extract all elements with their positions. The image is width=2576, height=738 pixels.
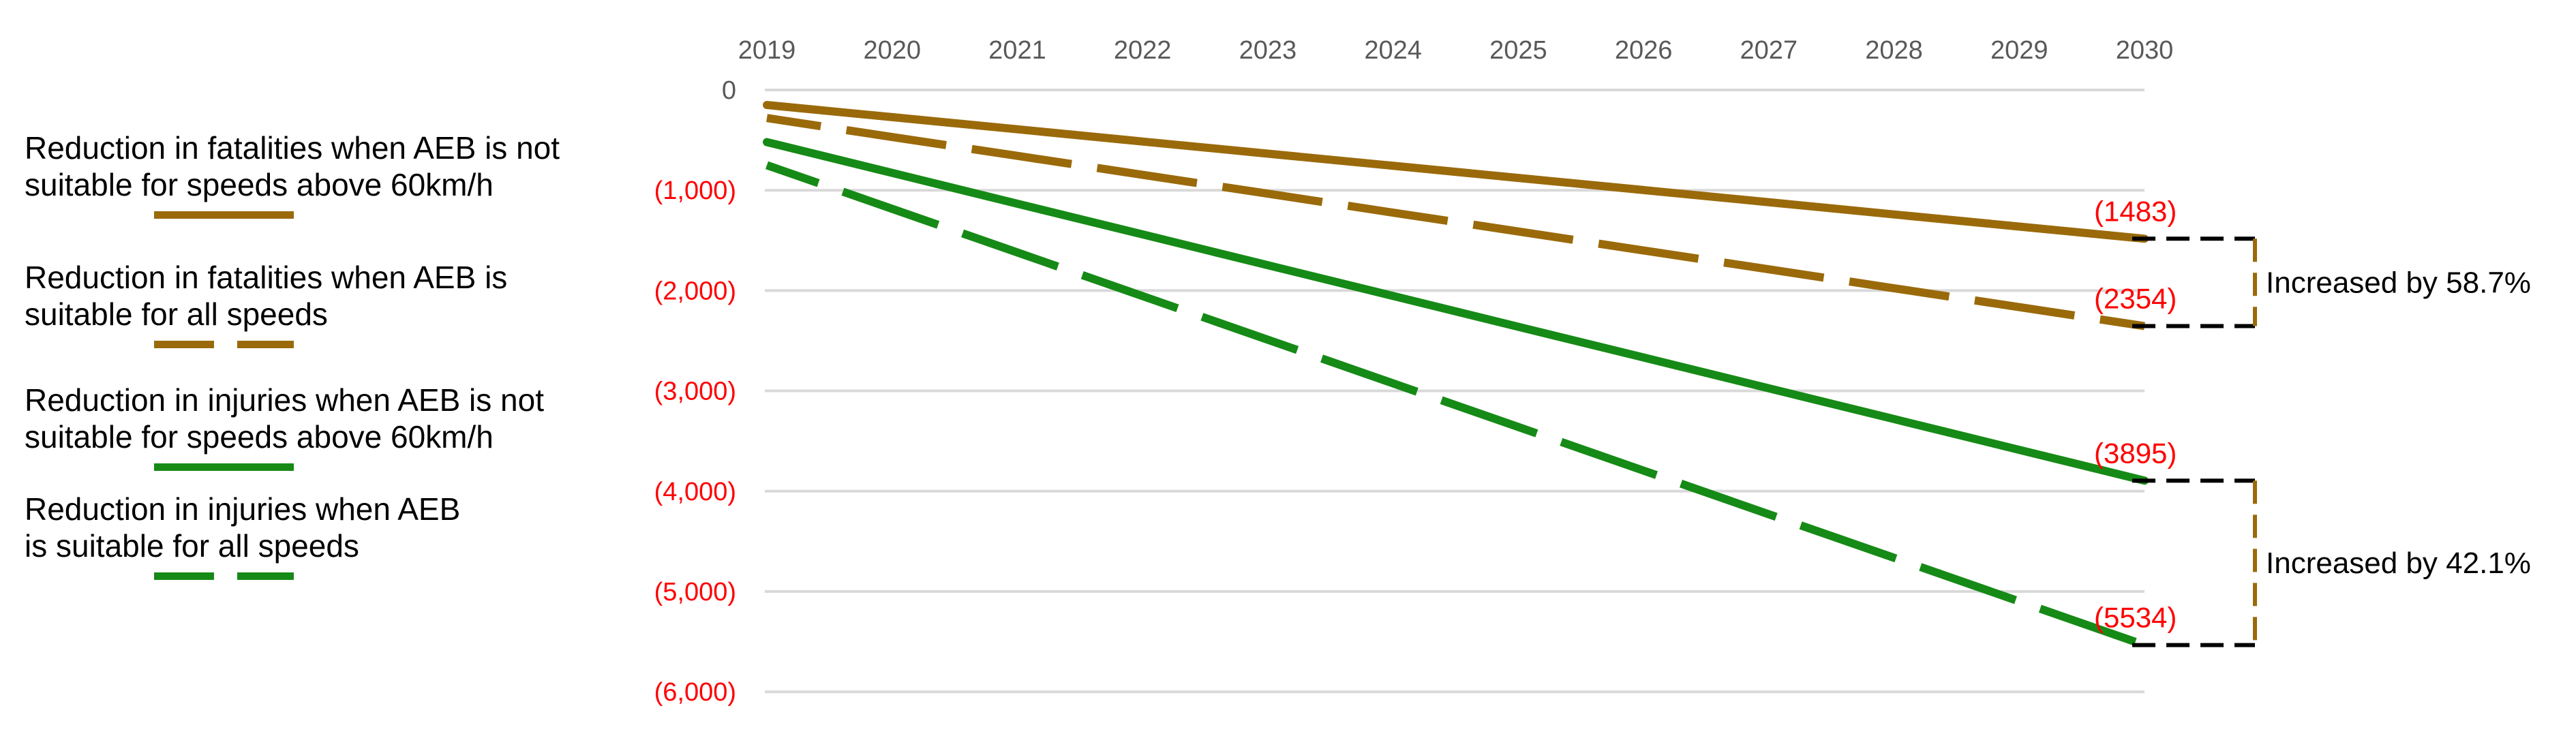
x-axis-year-label: 2019 [738, 36, 796, 65]
legend-item-fatalities-aeb-limited: Reduction in fatalities when AEB is not … [25, 129, 560, 219]
y-axis-tick-label: (6,000) [654, 678, 736, 707]
increase-annotation-text: Increased by 58.7% [2266, 266, 2531, 299]
legend-dash-segment [237, 572, 294, 580]
series-line-2 [763, 138, 2149, 485]
legend-label-line: suitable for speeds above 60km/h [25, 167, 494, 202]
legend-label-line: is suitable for all speeds [25, 528, 359, 564]
legend-item-fatalities-aeb-all-speeds: Reduction in fatalities when AEB is suit… [25, 259, 507, 348]
legend-dash-segment [237, 341, 294, 348]
series-line-1 [766, 114, 2145, 330]
legend-dash-segment [154, 341, 214, 348]
legend-swatch-dashed-green [154, 572, 294, 580]
y-axis-tick-label: (1,000) [654, 176, 736, 205]
legend-label-line: suitable for speeds above 60km/h [25, 419, 494, 455]
x-axis-year-label: 2026 [1615, 36, 1673, 65]
x-axis-year-label: 2029 [1990, 36, 2048, 65]
x-axis-year-label: 2022 [1114, 36, 1172, 65]
y-axis-tick-label: (5,000) [654, 578, 736, 606]
legend-label-line: Reduction in fatalities when AEB is not [25, 130, 560, 166]
y-axis-tick-label: (4,000) [654, 478, 736, 506]
x-axis-year-label: 2027 [1740, 36, 1798, 65]
legend-item-injuries-aeb-all-speeds: Reduction in injuries when AEB is suitab… [25, 491, 460, 580]
legend-label-line: Reduction in injuries when AEB [25, 491, 461, 527]
y-axis-tick-label: (3,000) [654, 378, 736, 406]
legend-label-line: Reduction in injuries when AEB is not [25, 382, 544, 418]
series-end-value-label: (2354) [2094, 283, 2177, 315]
x-axis-year-label: 2028 [1865, 36, 1923, 65]
legend-swatch-dashed-brown [154, 341, 294, 348]
x-axis-year-label: 2025 [1489, 36, 1547, 65]
x-axis-year-label: 2023 [1239, 36, 1297, 65]
series-end-value-label: (5534) [2094, 602, 2177, 634]
x-axis-year-label: 2021 [988, 36, 1046, 65]
series-end-value-label: (3895) [2094, 437, 2177, 469]
y-axis-tick-label: 0 [722, 76, 736, 105]
x-axis-year-label: 2024 [1364, 36, 1422, 65]
x-axis-year-label: 2030 [2116, 36, 2174, 65]
series-end-value-label: (1483) [2094, 195, 2177, 227]
y-axis-tick-label: (2,000) [654, 277, 736, 305]
legend-label-line: suitable for all speeds [25, 296, 328, 332]
legend-label-line: Reduction in fatalities when AEB is [25, 260, 508, 295]
legend-swatch-solid-green [154, 463, 294, 471]
series-line-0 [763, 101, 2149, 243]
series-line-3 [766, 161, 2146, 649]
legend-item-injuries-aeb-limited: Reduction in injuries when AEB is not su… [25, 382, 544, 471]
legend-swatch-solid-brown [154, 211, 294, 219]
x-axis-year-label: 2020 [863, 36, 921, 65]
legend-dash-segment [154, 572, 214, 580]
increase-annotation-text: Increased by 42.1% [2266, 547, 2531, 580]
